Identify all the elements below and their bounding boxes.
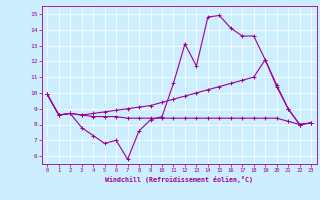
X-axis label: Windchill (Refroidissement éolien,°C): Windchill (Refroidissement éolien,°C) <box>105 176 253 183</box>
